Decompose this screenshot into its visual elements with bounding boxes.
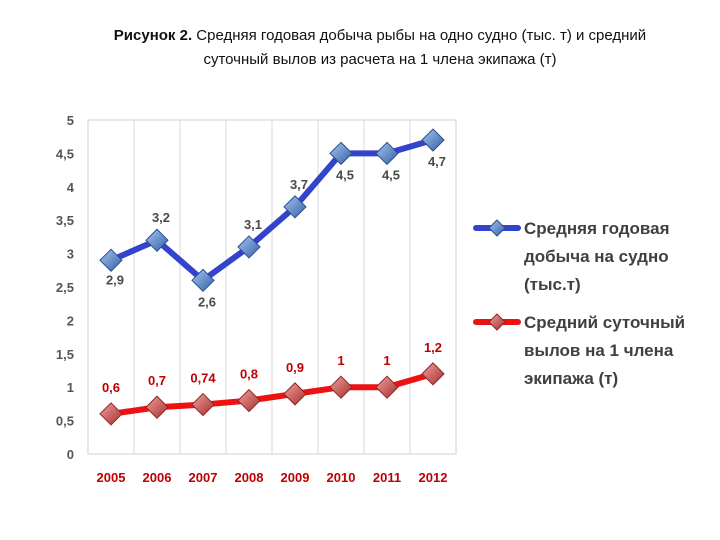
caption-line-2: суточный вылов из расчета на 1 члена эки…	[203, 51, 557, 68]
data-label: 1	[337, 353, 344, 368]
data-label: 0,8	[240, 367, 258, 382]
data-label: 0,74	[190, 371, 216, 386]
y-tick-label: 5	[67, 113, 74, 128]
data-point-marker	[99, 248, 123, 272]
data-point-marker	[237, 235, 261, 259]
data-label: 1,2	[424, 340, 442, 355]
y-tick-label: 0	[67, 447, 74, 462]
legend-label: (тыс.т)	[524, 275, 581, 294]
x-tick-label: 2012	[419, 470, 448, 485]
data-point-marker	[145, 228, 169, 252]
caption-prefix: Рисунок 2.	[113, 27, 193, 44]
data-label: 0,9	[286, 360, 304, 375]
legend-label: добыча на судно	[524, 247, 669, 266]
x-tick-label: 2006	[143, 470, 172, 485]
data-label: 4,5	[382, 167, 400, 182]
legend-marker	[488, 313, 506, 331]
y-axis-ticks: 0 0,5 1 1,5 2 2,5 3 3,5 4 4,5 5	[56, 113, 75, 462]
data-label: 0,7	[148, 373, 166, 388]
series-group: 2,9 3,2 2,6 3,1 3,7 4,5 4,5 4,7 0,6 0,7 0,74 0,8 0,9…	[99, 128, 446, 426]
legend: Средняя годовая добыча на судно (тыс.т) Сре…	[473, 219, 685, 388]
data-label: 1	[383, 353, 390, 368]
data-point-marker	[375, 375, 399, 399]
legend-label: вылов на 1 члена	[524, 341, 674, 360]
data-point-marker	[145, 395, 169, 419]
data-label: 2,6	[198, 294, 216, 309]
data-point-marker	[329, 141, 353, 166]
data-label: 3,7	[290, 177, 308, 192]
legend-label: экипажа (т)	[524, 369, 618, 388]
data-label: 3,2	[152, 210, 170, 225]
x-tick-label: 2009	[281, 470, 310, 485]
y-tick-label: 1	[67, 380, 74, 395]
data-point-marker	[283, 382, 307, 406]
figure-caption: Рисунок 2. Средняя годовая добыча рыбы н…	[60, 24, 700, 72]
x-tick-label: 2007	[189, 470, 218, 485]
data-point-marker	[237, 388, 261, 413]
y-tick-label: 2	[67, 313, 74, 328]
data-point-marker	[99, 402, 123, 426]
data-point-marker	[375, 141, 399, 166]
y-tick-label: 3	[67, 247, 74, 262]
caption-line-1: Рисунок 2. Средняя годовая добыча рыбы н…	[60, 24, 700, 48]
y-tick-label: 4,5	[56, 146, 74, 161]
y-tick-label: 0,5	[56, 414, 74, 429]
legend-label: Средний суточный	[524, 313, 685, 332]
data-label: 2,9	[106, 272, 124, 287]
data-label: 0,6	[102, 380, 120, 395]
data-label: 4,7	[428, 154, 446, 169]
data-point-marker	[421, 128, 445, 152]
data-point-marker	[421, 362, 445, 386]
y-tick-label: 3,5	[56, 213, 74, 228]
x-tick-label: 2008	[235, 470, 264, 485]
data-label: 4,5	[336, 167, 354, 182]
x-tick-label: 2011	[373, 470, 401, 485]
legend-label: Средняя годовая	[524, 219, 670, 238]
y-tick-label: 4	[67, 180, 75, 195]
x-tick-label: 2005	[97, 470, 126, 485]
x-tick-label: 2010	[327, 470, 356, 485]
data-point-marker	[283, 195, 307, 219]
caption-text-1: Средняя годовая добыча рыбы на одно судн…	[192, 27, 647, 44]
y-tick-label: 2,5	[56, 280, 74, 295]
data-point-marker	[191, 268, 215, 293]
data-label: 3,1	[244, 217, 262, 232]
legend-marker	[488, 219, 506, 237]
y-tick-label: 1,5	[56, 347, 74, 362]
data-point-marker	[329, 375, 353, 399]
x-axis-ticks: 2005 2006 2007 2008 2009 2010 2011 2012	[97, 470, 448, 485]
data-point-marker	[191, 392, 215, 417]
